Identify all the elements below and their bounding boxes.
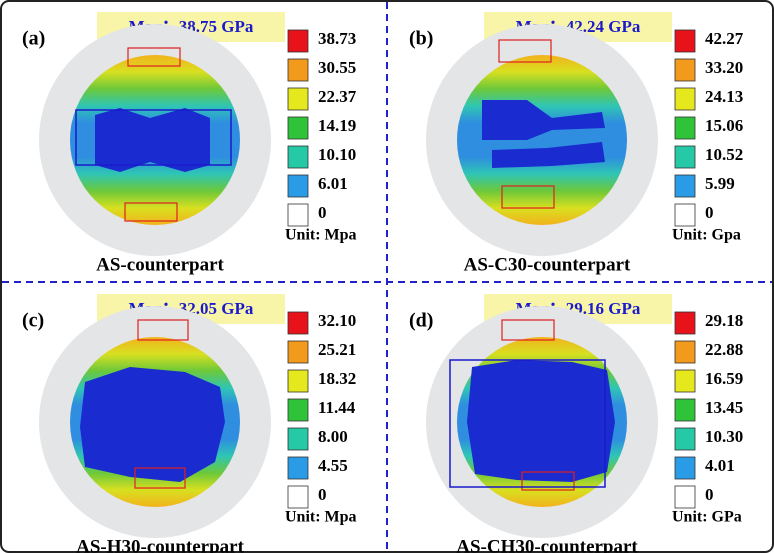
legend-label: 10.10 xyxy=(318,145,356,164)
legend-label: 10.30 xyxy=(705,427,743,446)
legend-label: 15.06 xyxy=(705,116,743,135)
legend-swatch xyxy=(675,341,695,363)
legend-label: 11.44 xyxy=(318,398,356,417)
legend-label: 16.59 xyxy=(705,369,743,388)
legend-swatch xyxy=(675,59,695,81)
legend-label: 33.20 xyxy=(705,58,743,77)
legend-label: 38.73 xyxy=(318,29,356,48)
legend-swatch xyxy=(675,204,695,226)
low-stress-region xyxy=(467,360,615,482)
legend-swatch xyxy=(288,88,308,110)
legend-label: 13.45 xyxy=(705,398,743,417)
legend-label: 4.55 xyxy=(318,456,348,475)
legend-label: 0 xyxy=(318,203,327,222)
legend-swatch xyxy=(288,457,308,479)
legend-swatch xyxy=(675,146,695,168)
legend-swatch xyxy=(675,117,695,139)
caption: AS-C30-counterpart xyxy=(464,254,631,275)
low-stress-region xyxy=(95,108,210,172)
legend-label: 8.00 xyxy=(318,427,348,446)
legend-label: 6.01 xyxy=(318,174,348,193)
legend-swatch xyxy=(675,428,695,450)
legend-swatch xyxy=(288,59,308,81)
unit-label: Unit: Mpa xyxy=(285,509,357,526)
legend-swatch xyxy=(675,399,695,421)
legend-label: 4.01 xyxy=(705,456,735,475)
legend-label: 30.55 xyxy=(318,58,356,77)
legend-swatch xyxy=(675,312,695,334)
panel-label: (d) xyxy=(409,310,433,332)
panel-label: (b) xyxy=(409,28,433,50)
legend-swatch xyxy=(675,88,695,110)
legend-swatch xyxy=(675,457,695,479)
legend-label: 25.21 xyxy=(318,340,356,359)
legend-swatch xyxy=(288,30,308,52)
legend-label: 42.27 xyxy=(705,29,744,48)
legend-label: 22.37 xyxy=(318,87,357,106)
legend-label: 10.52 xyxy=(705,145,743,164)
legend-swatch xyxy=(675,30,695,52)
legend-swatch xyxy=(288,117,308,139)
legend-swatch xyxy=(288,428,308,450)
legend-swatch xyxy=(288,204,308,226)
figure: (a)Max：38.75 GPa38.7330.5522.3714.1910.1… xyxy=(0,0,774,553)
unit-label: Unit: GPa xyxy=(672,509,742,526)
low-stress-region xyxy=(80,367,225,482)
legend-label: 0 xyxy=(705,485,714,504)
panel-label: (c) xyxy=(22,310,44,332)
legend-label: 14.19 xyxy=(318,116,356,135)
legend-swatch xyxy=(288,175,308,197)
legend-label: 0 xyxy=(705,203,714,222)
legend-swatch xyxy=(288,312,308,334)
legend-swatch xyxy=(288,486,308,508)
legend-label: 0 xyxy=(318,485,327,504)
caption: AS-counterpart xyxy=(96,254,224,275)
panel-label: (a) xyxy=(22,28,45,50)
legend-label: 5.99 xyxy=(705,174,735,193)
legend-label: 24.13 xyxy=(705,87,743,106)
legend-label: 18.32 xyxy=(318,369,356,388)
legend-swatch xyxy=(288,370,308,392)
legend-label: 29.18 xyxy=(705,311,743,330)
legend-swatch xyxy=(288,341,308,363)
unit-label: Unit: Gpa xyxy=(672,227,741,244)
legend-swatch xyxy=(288,399,308,421)
legend-swatch xyxy=(288,146,308,168)
caption: AS-H30-counterpart xyxy=(76,536,244,553)
legend-label: 32.10 xyxy=(318,311,356,330)
legend-swatch xyxy=(675,370,695,392)
legend-swatch xyxy=(675,486,695,508)
caption: AS-CH30-counterpart xyxy=(456,536,638,553)
legend-label: 22.88 xyxy=(705,340,743,359)
legend-swatch xyxy=(675,175,695,197)
unit-label: Unit: Mpa xyxy=(285,227,357,244)
